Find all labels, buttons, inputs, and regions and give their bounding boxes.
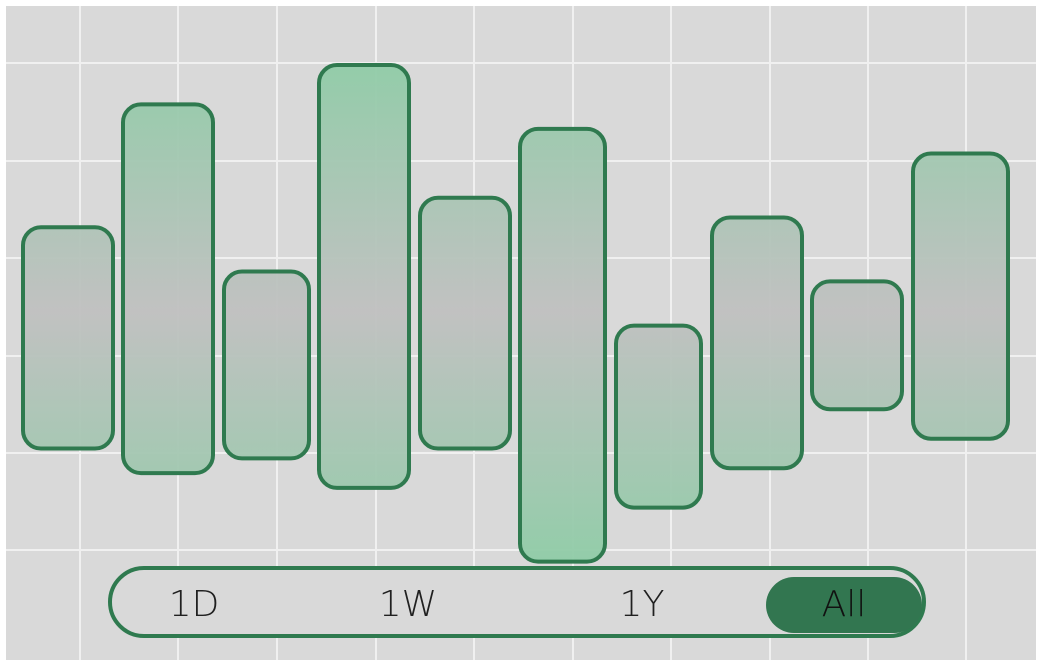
range-button-1d[interactable]: 1D xyxy=(168,584,220,625)
range-bar-10 xyxy=(911,151,1010,441)
range-bar-4 xyxy=(317,63,411,490)
range-bar-chart xyxy=(6,6,1036,660)
range-bar-9 xyxy=(810,279,904,412)
chart-bars xyxy=(21,63,1010,564)
range-bar-3 xyxy=(222,269,311,461)
range-button-1y[interactable]: 1Y xyxy=(619,584,665,625)
range-bar-6 xyxy=(518,126,607,564)
range-bar-2 xyxy=(121,102,215,476)
range-bar-8 xyxy=(710,215,804,471)
range-bar-1 xyxy=(21,225,115,451)
range-button-1w[interactable]: 1W xyxy=(378,584,438,625)
range-bar-7 xyxy=(614,323,703,510)
range-bar-5 xyxy=(418,195,512,451)
range-button-all[interactable]: All xyxy=(766,577,922,633)
chart-app: 1D 1W 1Y All xyxy=(6,6,1036,660)
time-range-selector: 1D 1W 1Y All xyxy=(108,566,926,638)
